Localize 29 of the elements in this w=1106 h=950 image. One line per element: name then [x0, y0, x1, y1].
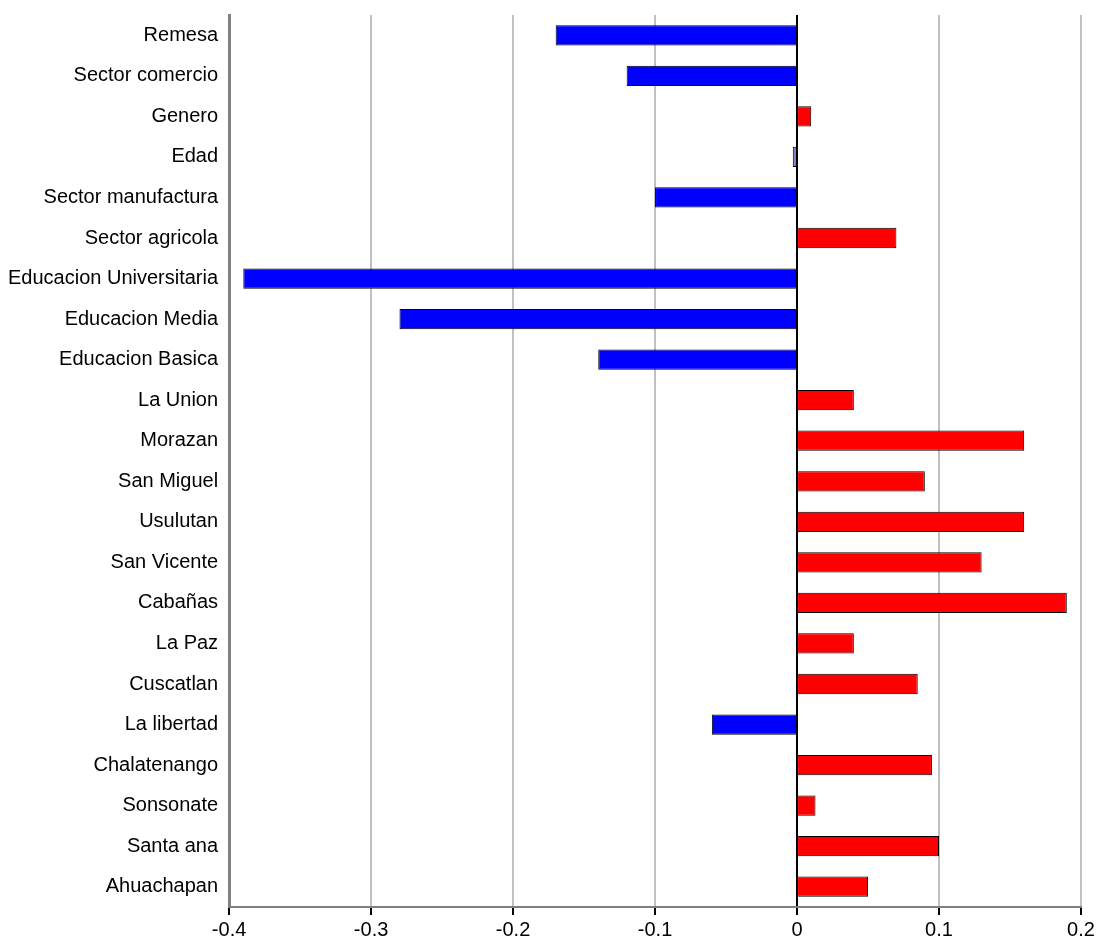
x-tick-label: -0.3 — [353, 917, 389, 940]
x-tick-label: -0.1 — [637, 917, 673, 940]
y-tick-label: Educacion Basica — [59, 347, 219, 370]
x-tick-label: -0.2 — [495, 917, 531, 940]
x-tick-label: 0 — [791, 917, 803, 940]
y-tick-label: La Paz — [155, 630, 219, 653]
y-tick-label: Remesa — [143, 22, 219, 45]
y-tick-label: Ahuachapan — [105, 874, 219, 897]
y-tick-label: Edad — [171, 144, 219, 167]
y-tick-label: Santa ana — [126, 833, 219, 856]
y-tick-label: Genero — [151, 103, 219, 126]
y-tick-label: Sector manufactura — [43, 184, 219, 207]
y-tick-label: Usulutan — [139, 509, 219, 532]
y-tick-label: San Miguel — [118, 468, 219, 491]
y-tick-label: La Union — [138, 387, 219, 410]
y-tick-label: Sector comercio — [73, 63, 219, 86]
y-tick-label: Educacion Media — [64, 306, 219, 329]
x-tick-label: 0.1 — [925, 917, 953, 940]
x-tick-label: -0.4 — [211, 917, 247, 940]
y-tick-label: Sonsonate — [122, 793, 219, 816]
x-tick-label: 0.2 — [1067, 917, 1095, 940]
y-tick-label: San Vicente — [110, 549, 219, 572]
y-tick-label: La libertad — [124, 712, 219, 735]
y-tick-label: Morazan — [140, 428, 219, 451]
y-tick-label: Cuscatlan — [129, 671, 219, 694]
y-tick-label: Chalatenango — [93, 752, 219, 775]
y-tick-label: Sector agricola — [84, 225, 219, 248]
y-tick-label: Cabañas — [138, 590, 219, 613]
y-tick-label: Educacion Universitaria — [7, 266, 219, 289]
